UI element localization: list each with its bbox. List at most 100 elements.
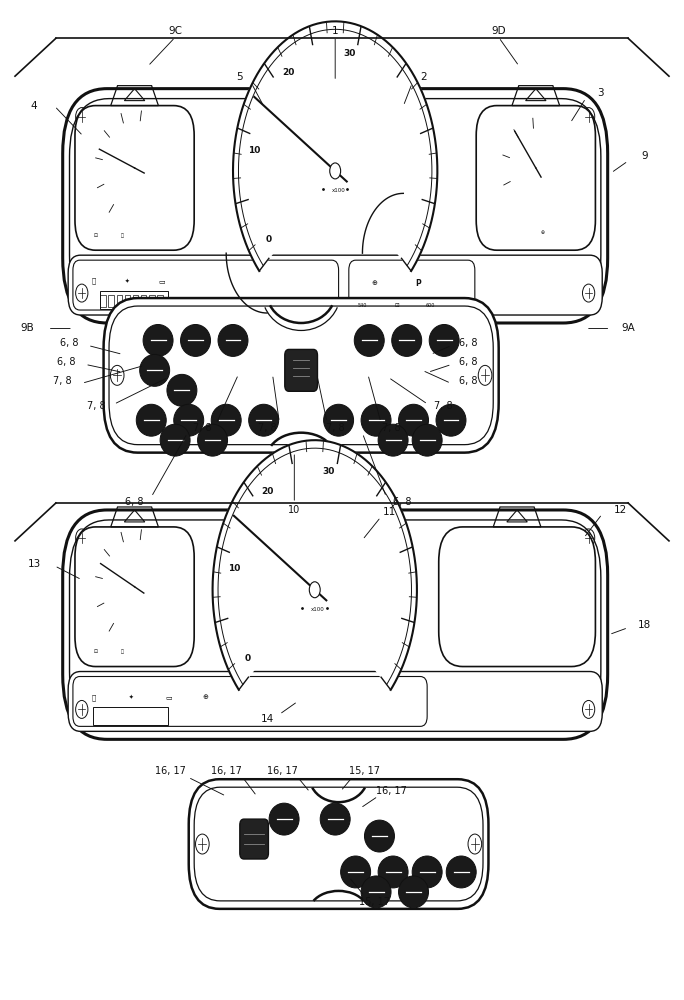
Text: 6, 8: 6, 8 (460, 376, 478, 386)
Text: ▭: ▭ (158, 278, 165, 284)
FancyBboxPatch shape (103, 298, 499, 453)
Ellipse shape (412, 856, 442, 888)
Text: 540: 540 (358, 303, 367, 308)
Text: 0: 0 (245, 654, 251, 663)
Ellipse shape (136, 404, 166, 436)
Text: 16, 17: 16, 17 (155, 766, 186, 776)
Bar (100, 291, 168, 309)
Text: 10: 10 (288, 505, 300, 515)
Text: 10: 10 (228, 564, 241, 573)
Ellipse shape (140, 354, 170, 386)
Text: 3: 3 (598, 88, 604, 98)
Ellipse shape (436, 404, 466, 436)
Ellipse shape (399, 404, 428, 436)
Ellipse shape (320, 803, 350, 835)
Text: 15, 17: 15, 17 (349, 766, 380, 776)
Text: 7, 8: 7, 8 (434, 401, 452, 411)
Text: 7, 8: 7, 8 (88, 401, 106, 411)
FancyBboxPatch shape (438, 527, 595, 667)
Text: 7, 8: 7, 8 (53, 376, 72, 386)
Polygon shape (213, 440, 417, 690)
Text: 6, 8: 6, 8 (393, 497, 411, 507)
Bar (108, 295, 114, 307)
Ellipse shape (341, 856, 371, 888)
Text: 9D: 9D (491, 26, 506, 36)
FancyBboxPatch shape (285, 349, 317, 391)
Text: 7, 8: 7, 8 (326, 423, 345, 433)
Ellipse shape (429, 324, 459, 356)
Text: P: P (415, 279, 421, 288)
Bar (100, 295, 105, 307)
Text: 7, 8: 7, 8 (382, 423, 401, 433)
Ellipse shape (143, 324, 173, 356)
Bar (124, 295, 130, 307)
Ellipse shape (378, 424, 408, 456)
Bar (141, 295, 146, 307)
Text: ✦: ✦ (129, 695, 133, 700)
Ellipse shape (198, 424, 228, 456)
Text: 7, 8: 7, 8 (193, 423, 211, 433)
Ellipse shape (324, 404, 354, 436)
Text: 20: 20 (282, 68, 295, 77)
Text: x100: x100 (311, 607, 325, 612)
FancyBboxPatch shape (63, 89, 607, 323)
Text: 9C: 9C (168, 26, 182, 36)
Text: ⊕: ⊕ (372, 280, 378, 286)
Text: 30: 30 (323, 467, 335, 476)
Polygon shape (233, 21, 437, 271)
Ellipse shape (392, 324, 422, 356)
Text: 11: 11 (383, 507, 396, 517)
Bar (157, 295, 163, 307)
Text: ⛽: ⛽ (121, 649, 124, 654)
Text: 15, 17: 15, 17 (359, 897, 390, 907)
Text: ⛽: ⛽ (91, 278, 96, 284)
Text: 0: 0 (265, 235, 272, 244)
Text: 9A: 9A (621, 323, 635, 333)
Text: 16, 17: 16, 17 (376, 786, 407, 796)
Ellipse shape (167, 374, 197, 406)
Text: 30: 30 (343, 49, 356, 58)
Text: ⛽: ⛽ (91, 694, 96, 701)
FancyBboxPatch shape (63, 510, 607, 739)
FancyBboxPatch shape (68, 255, 602, 315)
Ellipse shape (218, 324, 248, 356)
Text: ⛽: ⛽ (121, 233, 124, 238)
FancyBboxPatch shape (75, 527, 194, 667)
Ellipse shape (399, 876, 428, 908)
Text: ⊡: ⊡ (394, 303, 399, 308)
FancyBboxPatch shape (75, 106, 194, 250)
Ellipse shape (412, 424, 442, 456)
Text: ▭: ▭ (165, 694, 172, 700)
Text: ⊕: ⊕ (540, 230, 544, 235)
Text: ✦: ✦ (125, 279, 130, 284)
Text: 6, 8: 6, 8 (57, 357, 75, 367)
Text: 10: 10 (248, 146, 261, 155)
Text: 6, 8: 6, 8 (125, 497, 144, 507)
FancyBboxPatch shape (240, 819, 268, 859)
Text: 13: 13 (27, 559, 41, 569)
Circle shape (309, 582, 320, 598)
Text: x100: x100 (332, 188, 345, 193)
Text: 6, 8: 6, 8 (60, 338, 79, 348)
Text: 14: 14 (261, 714, 274, 724)
Text: ⊡: ⊡ (93, 233, 97, 238)
Ellipse shape (361, 404, 391, 436)
Ellipse shape (378, 856, 408, 888)
Text: 20: 20 (262, 487, 274, 496)
Text: 18: 18 (638, 620, 651, 630)
Ellipse shape (160, 424, 190, 456)
Ellipse shape (446, 856, 476, 888)
Ellipse shape (361, 876, 391, 908)
FancyBboxPatch shape (476, 106, 595, 250)
Text: 1: 1 (332, 26, 339, 36)
Ellipse shape (181, 324, 211, 356)
Ellipse shape (365, 820, 395, 852)
Circle shape (330, 163, 341, 179)
Text: 4: 4 (31, 101, 38, 111)
Ellipse shape (269, 803, 299, 835)
Text: 9: 9 (641, 151, 648, 161)
Text: 6, 8: 6, 8 (460, 338, 478, 348)
Ellipse shape (211, 404, 241, 436)
Bar (149, 295, 155, 307)
Text: 600: 600 (426, 303, 435, 308)
